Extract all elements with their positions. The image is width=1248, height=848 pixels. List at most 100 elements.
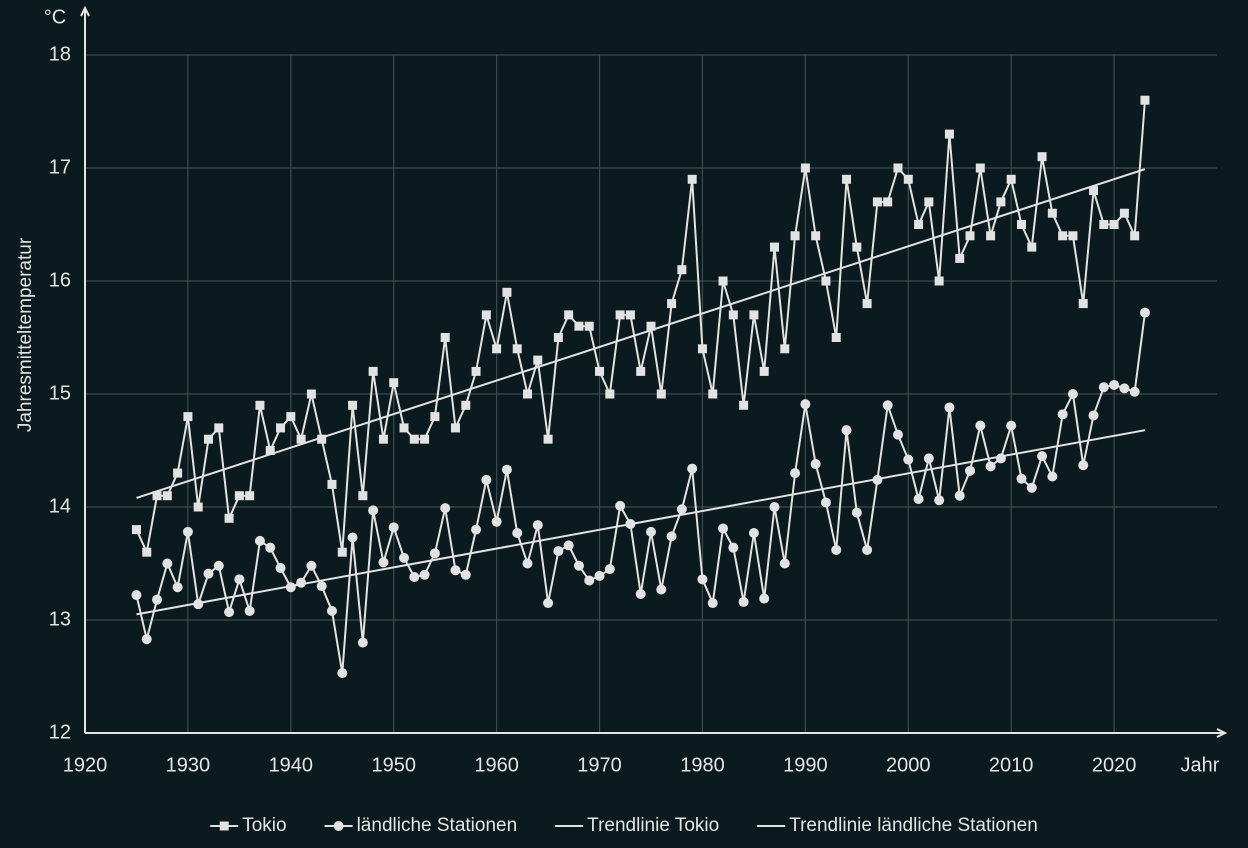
circle-marker [333,821,344,831]
circle-marker [409,572,420,583]
circle-marker [213,560,224,571]
square-marker [697,344,707,354]
circle-marker [820,497,831,508]
circle-marker [728,542,739,553]
circle-marker [944,402,955,413]
square-marker [131,525,141,535]
circle-marker [1078,460,1089,471]
square-marker [203,434,213,444]
square-marker [1078,299,1088,309]
circle-marker [666,531,677,542]
square-marker [183,412,193,422]
square-marker [1068,231,1078,241]
circle-marker [954,490,965,501]
circle-marker [965,465,976,476]
circle-marker [1067,389,1078,399]
circle-marker [831,544,842,555]
circle-marker [841,425,852,436]
circle-marker [769,502,780,512]
square-marker [276,423,286,433]
square-marker [327,479,337,489]
circle-marker [224,607,235,618]
x-axis [85,728,1228,738]
square-marker [852,242,862,252]
x-tick-label: 1930 [166,754,211,776]
circle-marker [501,464,512,475]
x-tick-label: 1940 [269,754,314,776]
square-marker [749,310,759,320]
y-axis [80,5,90,733]
square-marker [492,344,502,354]
circle-marker [440,503,451,514]
square-marker [152,491,162,501]
square-marker [1006,174,1016,184]
square-marker [409,434,419,444]
square-marker [430,412,440,422]
square-marker [471,366,481,376]
x-axis-title: Jahr [1181,754,1220,776]
square-marker [584,321,594,331]
y-tick-label: 18 [49,43,71,65]
square-marker [687,174,697,184]
square-marker [502,287,512,297]
circle-marker [1047,471,1058,482]
square-marker [1027,242,1037,252]
y-tick-label: 12 [49,721,71,743]
square-marker [769,242,779,252]
circle-marker [450,565,461,576]
square-marker [718,276,728,286]
square-marker [378,434,388,444]
square-marker [975,163,985,173]
square-marker [924,197,934,207]
square-marker [862,299,872,309]
square-marker [368,366,378,376]
circle-marker [913,494,924,505]
square-marker [831,333,841,342]
y-tick-label: 15 [49,382,71,404]
square-marker [512,344,522,354]
square-marker [337,547,347,557]
circle-marker [1016,473,1027,484]
circle-marker [985,461,996,472]
circle-marker [388,522,399,533]
circle-marker [357,637,368,648]
square-marker [986,231,996,241]
circle-marker [368,505,379,516]
square-marker [1058,231,1068,241]
circle-marker [934,495,945,506]
x-tick-label: 2000 [886,754,931,776]
square-marker [636,366,646,376]
series-line [136,429,1146,616]
square-marker [193,502,203,512]
square-marker [759,366,769,376]
circle-marker [975,420,986,431]
circle-marker [790,468,801,479]
circle-marker [1006,420,1017,431]
x-tick-label: 1950 [371,754,416,776]
circle-marker [1129,386,1140,397]
circle-marker [553,546,564,557]
legend-label: Trendlinie ländliche Stationen [789,815,1038,836]
circle-marker [573,560,584,571]
x-tick-label: 2010 [989,754,1034,776]
circle-marker [512,527,523,538]
square-marker [955,253,965,263]
x-tick-label: 1960 [474,754,519,776]
circle-marker [604,564,615,575]
circle-marker [779,558,790,569]
square-marker [399,423,409,433]
circle-marker [1119,383,1130,394]
circle-marker [584,575,595,586]
square-marker [317,434,327,444]
circle-marker [615,500,626,511]
square-marker [533,355,543,365]
square-marker [450,423,460,433]
square-marker [574,321,584,331]
square-marker [996,197,1006,207]
square-marker [677,265,687,275]
circle-marker [687,463,698,474]
square-marker [214,423,224,433]
circle-marker [244,605,255,616]
circle-marker [491,516,502,527]
